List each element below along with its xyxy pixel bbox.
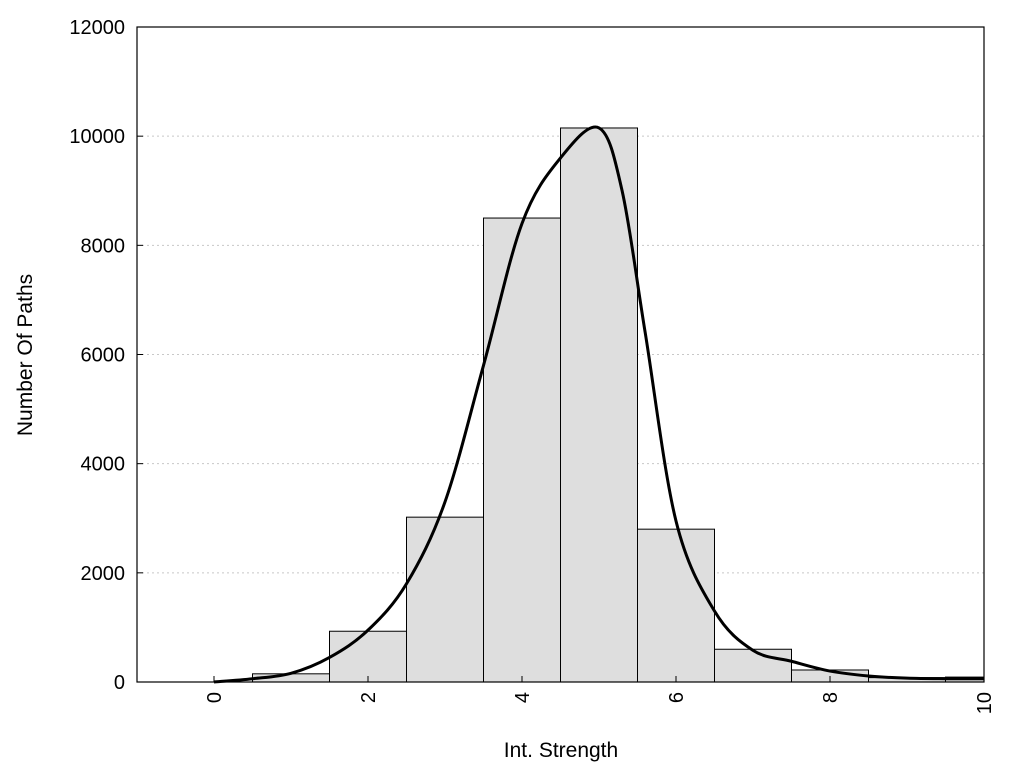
x-axis-ticks: 0 2 4 6 8 10 bbox=[204, 676, 996, 714]
y-tick-label-2: 4000 bbox=[81, 454, 126, 476]
x-tick-label-3: 6 bbox=[666, 692, 688, 703]
y-tick-label-0: 0 bbox=[114, 672, 125, 694]
y-tick-label-4: 8000 bbox=[81, 235, 126, 257]
bar-5 bbox=[560, 127, 638, 683]
y-tick-label-1: 2000 bbox=[81, 563, 126, 585]
y-tick-label-5: 10000 bbox=[69, 126, 125, 148]
bars bbox=[252, 127, 985, 683]
bar-2 bbox=[329, 630, 407, 683]
bar-4 bbox=[483, 217, 561, 683]
x-tick-label-2: 4 bbox=[512, 692, 534, 703]
grid-lines bbox=[137, 135, 984, 574]
x-tick-label-4: 8 bbox=[820, 692, 842, 703]
density-curve-layer bbox=[213, 125, 985, 684]
bar-7 bbox=[714, 648, 792, 683]
x-tick-label-0: 0 bbox=[204, 692, 226, 703]
bar-6 bbox=[637, 528, 715, 683]
y-axis-label: Number Of Paths bbox=[14, 274, 37, 436]
bar-3 bbox=[406, 516, 484, 683]
density-curve bbox=[213, 125, 985, 684]
x-tick-label-1: 2 bbox=[358, 692, 380, 703]
y-tick-label-6: 12000 bbox=[69, 17, 125, 39]
y-tick-label-3: 6000 bbox=[81, 345, 126, 367]
y-axis-ticks: 0 2000 4000 6000 8000 10000 12000 bbox=[69, 17, 143, 694]
x-tick-label-5: 10 bbox=[974, 692, 996, 714]
x-axis-label: Int. Strength bbox=[504, 739, 618, 762]
